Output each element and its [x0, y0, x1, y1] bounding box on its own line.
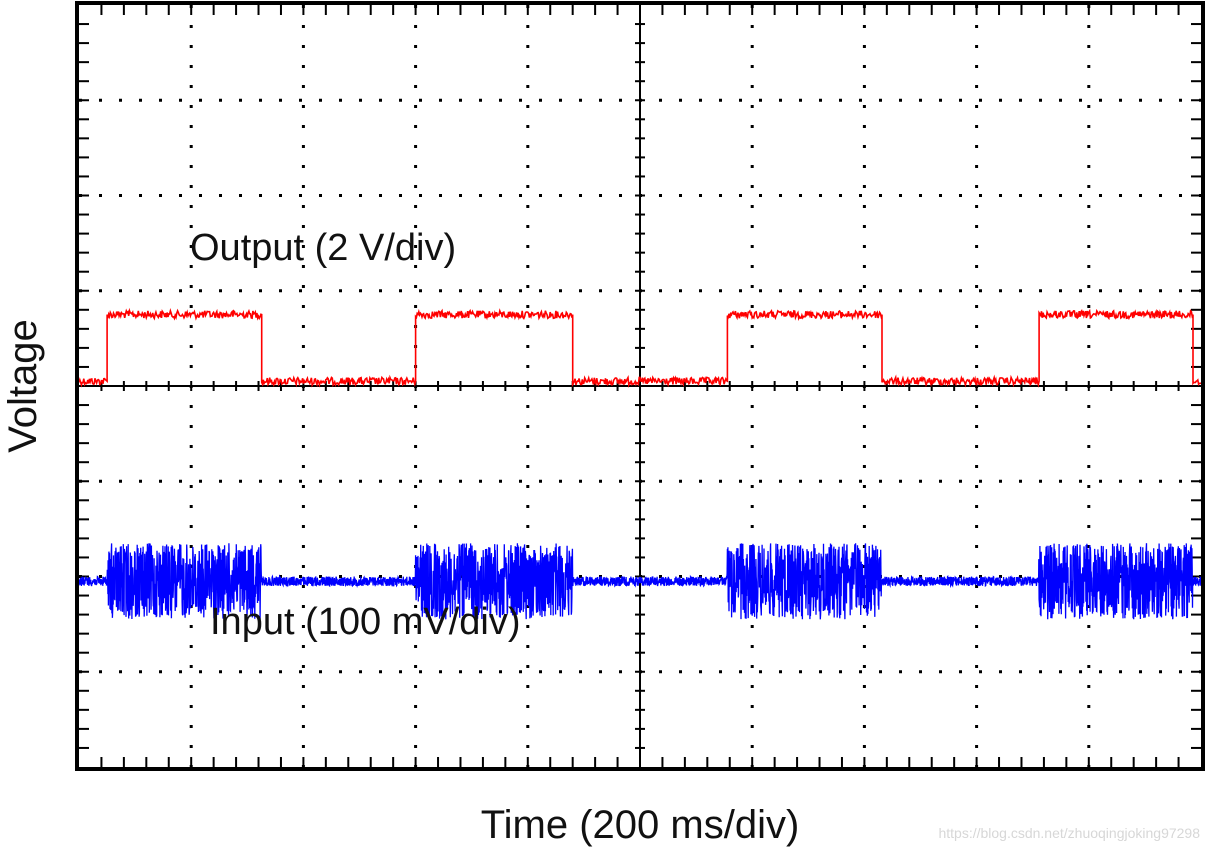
input-trace-label: Input (100 mV/div) [210, 601, 520, 643]
input-trace [78, 543, 1202, 620]
output-trace-label: Output (2 V/div) [190, 227, 456, 269]
traces [78, 307, 1202, 620]
y-axis-label: Voltage [1, 319, 45, 452]
output-trace [78, 307, 1201, 388]
watermark: https://blog.csdn.net/zhuoqingjoking9729… [938, 825, 1200, 841]
x-axis-label: Time (200 ms/div) [481, 803, 800, 847]
minor-ticks [79, 5, 1201, 767]
plot-frame [75, 1, 1205, 771]
